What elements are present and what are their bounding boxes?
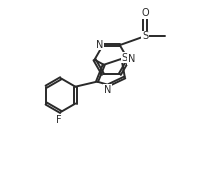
Text: N: N	[128, 54, 135, 64]
Text: N: N	[104, 85, 111, 95]
Text: F: F	[56, 115, 62, 125]
Text: S: S	[142, 31, 148, 41]
Text: N: N	[96, 40, 104, 50]
Text: S: S	[121, 53, 128, 63]
Text: O: O	[141, 8, 149, 18]
